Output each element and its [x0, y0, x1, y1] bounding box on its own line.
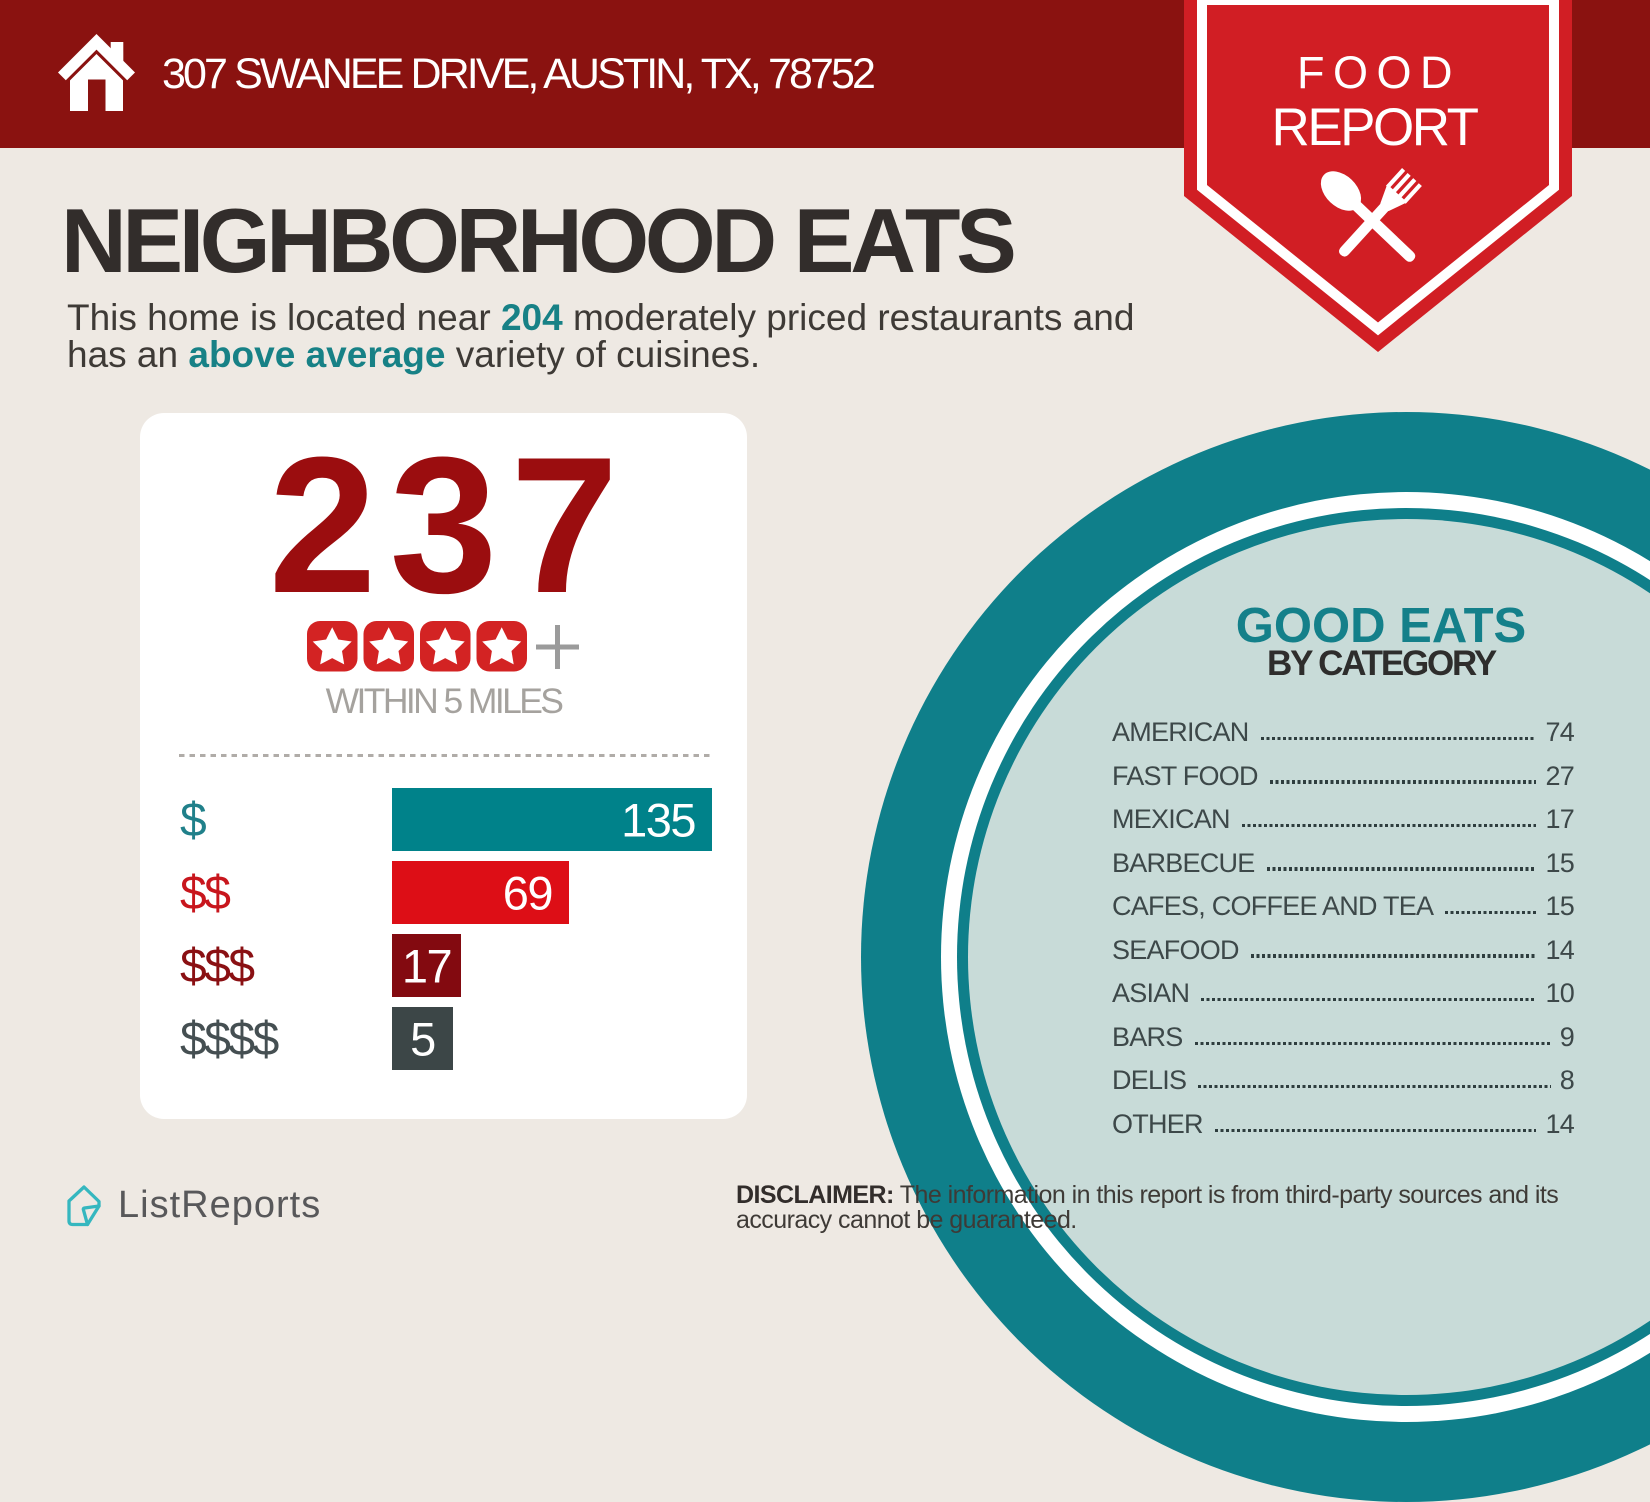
svg-text:REPORT: REPORT	[1272, 98, 1479, 157]
svg-text:FOOD: FOOD	[1297, 47, 1461, 98]
